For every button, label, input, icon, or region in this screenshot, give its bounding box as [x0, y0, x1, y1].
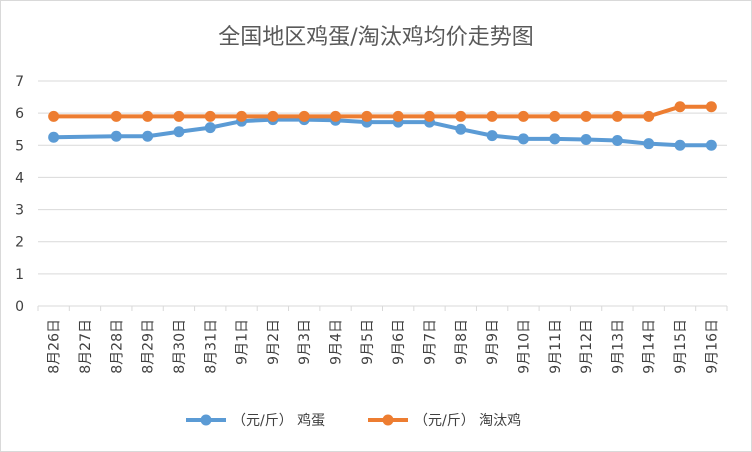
x-tick-label: 8月30日 [172, 319, 188, 374]
data-point [611, 110, 623, 122]
x-tick-label: 9月11日 [548, 319, 564, 374]
data-point [48, 131, 60, 143]
data-point [580, 110, 592, 122]
y-tick-label: 4 [15, 170, 24, 186]
data-point [48, 110, 60, 122]
x-tick-label: 9月1日 [235, 319, 251, 365]
data-point [298, 110, 310, 122]
data-point [611, 134, 623, 146]
data-point [674, 139, 686, 151]
x-tick-label: 9月2日 [266, 319, 282, 365]
x-tick-label: 9月8日 [454, 319, 470, 365]
chart-title: 全国地区鸡蛋/淘汰鸡均价走势图 [218, 25, 533, 50]
series-layer [48, 101, 717, 151]
data-point [455, 110, 467, 122]
data-point [173, 126, 185, 138]
x-tick-label: 9月3日 [297, 319, 313, 365]
y-axis-ticks: 0 1 2 3 4 5 6 7 [15, 74, 24, 315]
data-point [486, 110, 498, 122]
data-point [486, 130, 498, 142]
y-tick-label: 5 [15, 138, 24, 154]
data-point [643, 138, 655, 150]
x-tick-label: 9月13日 [610, 319, 626, 374]
x-tick-label: 8月27日 [78, 319, 94, 374]
data-point [142, 130, 154, 142]
legend-label: （元/斤） 鸡蛋 [232, 412, 325, 429]
x-tick-label: 9月7日 [422, 319, 438, 365]
x-axis-ticks: 8月26日 8月27日 8月28日 8月29日 8月30日 8月31日 9月1日 9月2日 9月… [37, 306, 728, 374]
x-tick-label: 8月29日 [141, 319, 157, 374]
data-point [517, 133, 529, 145]
data-point [361, 110, 373, 122]
data-point [517, 110, 529, 122]
legend-marker [200, 414, 212, 426]
data-point [643, 110, 655, 122]
data-point [549, 110, 561, 122]
series-2 [48, 101, 717, 122]
data-point [549, 133, 561, 145]
legend-item-1: （元/斤） 鸡蛋 [186, 412, 325, 429]
x-tick-label: 9月16日 [704, 319, 720, 374]
data-point [267, 110, 279, 122]
data-point [204, 122, 216, 134]
x-tick-label: 9月4日 [329, 319, 345, 365]
data-point [674, 101, 686, 113]
x-tick-label: 8月31日 [203, 319, 219, 374]
data-point [330, 110, 342, 122]
x-tick-label: 9月14日 [642, 319, 658, 374]
x-tick-label: 8月26日 [47, 319, 63, 374]
y-tick-label: 1 [15, 267, 24, 283]
x-tick-label: 9月6日 [391, 319, 407, 365]
y-tick-label: 6 [15, 106, 24, 122]
x-tick-label: 9月15日 [673, 319, 689, 374]
legend-marker [382, 414, 394, 426]
grid-lines [38, 80, 727, 307]
y-tick-label: 2 [15, 235, 24, 251]
y-tick-label: 3 [15, 203, 24, 219]
data-point [110, 130, 122, 142]
legend: （元/斤） 鸡蛋 （元/斤） 淘汰鸡 [186, 412, 521, 429]
data-point [236, 110, 248, 122]
data-point [142, 110, 154, 122]
y-tick-label: 0 [15, 299, 24, 315]
data-point [173, 110, 185, 122]
data-point [110, 110, 122, 122]
data-point [705, 101, 717, 113]
data-point [204, 110, 216, 122]
data-point [455, 123, 467, 135]
y-tick-label: 7 [15, 74, 24, 90]
legend-label: （元/斤） 淘汰鸡 [414, 412, 521, 429]
data-point [392, 110, 404, 122]
x-tick-label: 8月28日 [109, 319, 125, 374]
data-point [705, 139, 717, 151]
x-tick-label: 9月10日 [516, 319, 532, 374]
data-point [580, 134, 592, 145]
x-tick-label: 9月9日 [485, 319, 501, 365]
legend-item-2: （元/斤） 淘汰鸡 [368, 412, 521, 429]
data-point [423, 110, 435, 122]
x-tick-label: 9月5日 [360, 319, 376, 365]
x-tick-label: 9月12日 [579, 319, 595, 374]
